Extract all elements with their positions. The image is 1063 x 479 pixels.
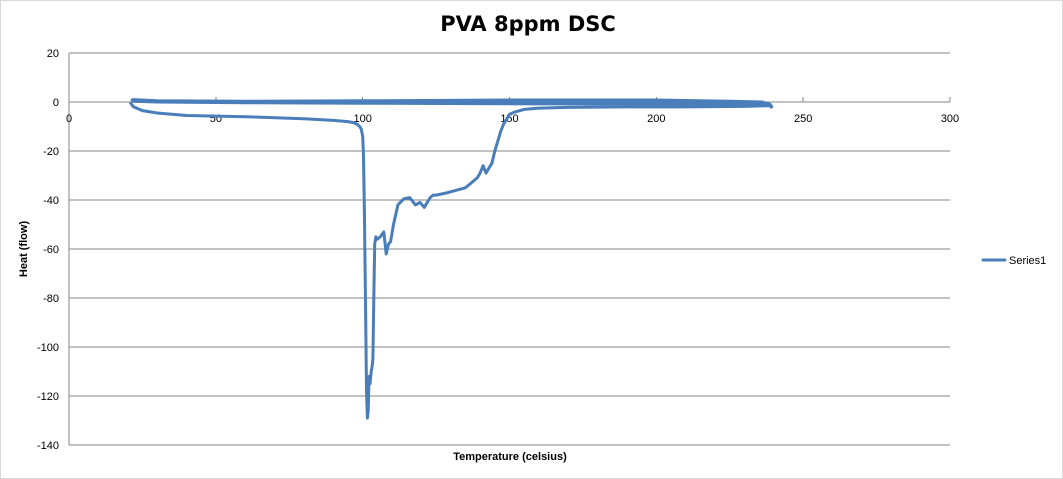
- x-tick-label: 0: [66, 113, 72, 125]
- y-tick-label: 0: [53, 97, 59, 109]
- y-tick-label: -60: [43, 244, 59, 256]
- y-tick-label: -100: [37, 342, 59, 354]
- series-line-1: [129, 98, 774, 420]
- x-tick-label: 250: [794, 113, 812, 125]
- gridlines: [69, 52, 950, 446]
- x-tick-label: 300: [941, 113, 959, 125]
- legend: Series1: [981, 255, 1046, 267]
- series-layer: [129, 98, 774, 420]
- x-tick-label: 100: [353, 113, 371, 125]
- x-axis-title: Temperature (celsius): [453, 451, 567, 463]
- y-tick-label: 20: [47, 48, 59, 60]
- y-tick-label: -140: [37, 440, 59, 452]
- y-tick-labels: 20 0 -20 -40 -60 -80 -100 -120 -140: [37, 48, 59, 452]
- y-tick-label: -40: [43, 195, 59, 207]
- y-axis-title: Heat (flow): [18, 221, 30, 278]
- y-tick-label: -80: [43, 293, 59, 305]
- y-tick-label: -20: [43, 146, 59, 158]
- y-tick-label: -120: [37, 391, 59, 403]
- legend-label-series1: Series1: [1009, 255, 1046, 267]
- chart-title: PVA 8ppm DSC: [440, 12, 616, 36]
- x-tick-label: 200: [647, 113, 665, 125]
